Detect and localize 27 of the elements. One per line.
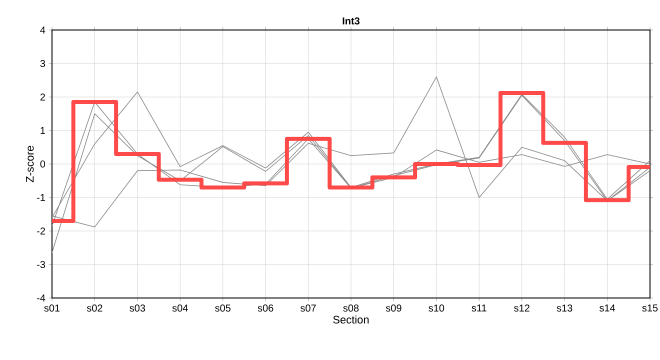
- x-tick-label: s02: [86, 304, 102, 312]
- y-tick-label: 0: [40, 160, 46, 168]
- y-tick-label: -3: [37, 260, 46, 268]
- y-tick-label: -1: [37, 194, 45, 201]
- y-tick-label: 2: [40, 94, 45, 100]
- x-tick-label: s06: [258, 304, 274, 312]
- y-tick-label: -2: [37, 228, 45, 234]
- y-tick-label: 3: [40, 60, 46, 68]
- x-tick-label: s13: [556, 304, 572, 312]
- y-tick-label: -4: [37, 294, 46, 302]
- y-tick-label: 1: [40, 127, 45, 134]
- y-axis-title: Z-score: [26, 146, 34, 182]
- x-tick-label: s03: [130, 304, 146, 312]
- y-tick-label: 4: [40, 26, 46, 34]
- x-tick-label: s01: [44, 304, 60, 312]
- x-tick-label: s05: [215, 304, 231, 312]
- x-tick-label: s15: [642, 304, 658, 312]
- x-tick-label: s04: [172, 304, 188, 312]
- x-axis-title: Section: [333, 315, 369, 324]
- x-tick-label: s07: [300, 304, 316, 312]
- x-tick-label: s09: [386, 304, 402, 312]
- x-tick-label: s08: [343, 304, 359, 312]
- x-tick-label: s10: [428, 304, 444, 312]
- chart-title: Int3: [342, 17, 360, 24]
- x-tick-label: s14: [600, 304, 616, 312]
- x-tick-label: s11: [472, 304, 486, 312]
- x-tick-label: s12: [514, 304, 530, 312]
